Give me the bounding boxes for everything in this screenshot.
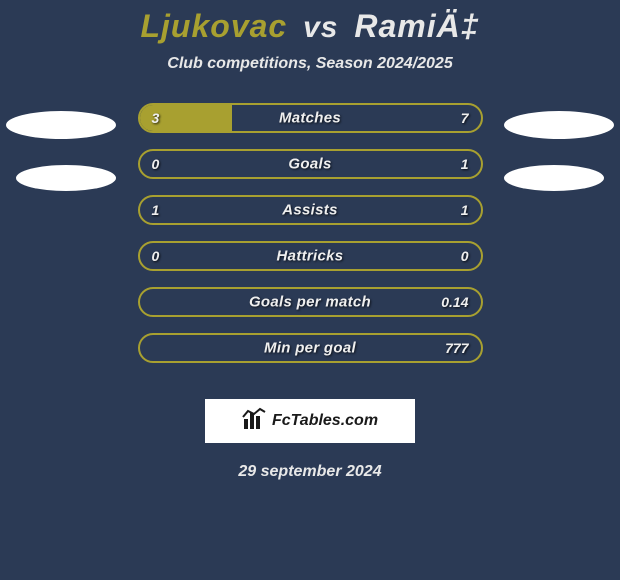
stat-bar: 11Assists: [138, 195, 483, 225]
page-title: Ljukovac vs RamiÄ‡: [0, 8, 620, 45]
stat-label: Matches: [140, 110, 481, 127]
player1-name: Ljukovac: [140, 8, 287, 44]
stat-bar: 00Hattricks: [138, 241, 483, 271]
subtitle: Club competitions, Season 2024/2025: [0, 55, 620, 73]
stat-bars: 37Matches 01Goals 11Assists 00Hattricks 0.14…: [138, 103, 483, 363]
header: Ljukovac vs RamiÄ‡ Club competitions, Se…: [0, 0, 620, 73]
stat-bar: 0.14Goals per match: [138, 287, 483, 317]
player1-badge-top: [6, 111, 116, 139]
vs-label: vs: [303, 11, 338, 44]
player2-badge-top: [504, 111, 614, 139]
player1-badge-mid: [16, 165, 116, 191]
stat-bar: 37Matches: [138, 103, 483, 133]
stat-label: Goals per match: [140, 294, 481, 311]
brand-box[interactable]: FcTables.com: [205, 399, 415, 443]
player2-badge-mid: [504, 165, 604, 191]
stat-label: Min per goal: [140, 340, 481, 357]
stat-bar: 777Min per goal: [138, 333, 483, 363]
date-label: 29 september 2024: [0, 463, 620, 481]
stat-label: Goals: [140, 156, 481, 173]
player2-name: RamiÄ‡: [354, 8, 479, 44]
stat-label: Hattricks: [140, 248, 481, 265]
chart-icon: [242, 407, 266, 436]
stats-area: 37Matches 01Goals 11Assists 00Hattricks 0.14…: [0, 103, 620, 383]
brand-text: FcTables.com: [272, 412, 378, 430]
stat-bar: 01Goals: [138, 149, 483, 179]
stat-label: Assists: [140, 202, 481, 219]
